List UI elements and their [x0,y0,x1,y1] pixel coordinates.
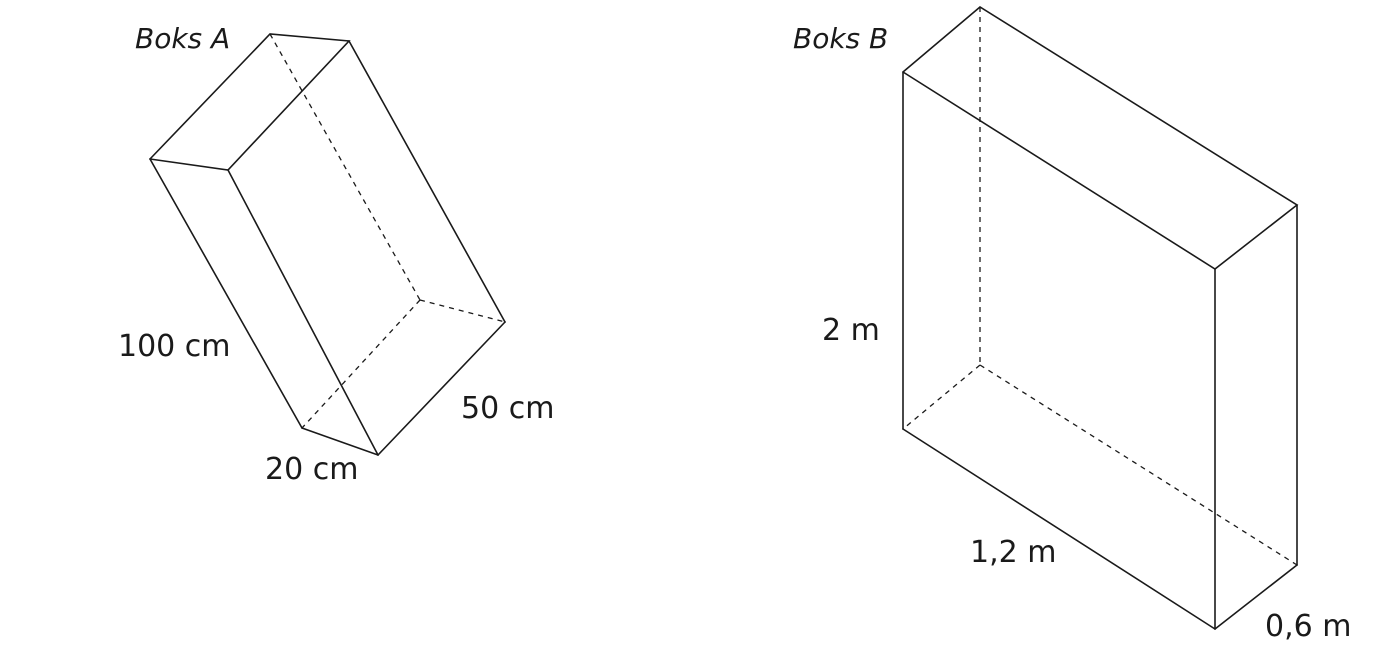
box-a: Boks A 100 cm 20 cm 50 cm [118,22,554,487]
box-a-hidden-bottom-edge [301,299,421,429]
box-a-width-label: 20 cm [265,452,358,487]
box-a-bottom-right-edge [377,321,506,456]
box-a-left-edge [149,158,303,429]
box-a-bottom-front-edge [301,427,379,456]
box-b-depth-label: 0,6 m [1265,609,1351,644]
box-a-hidden-back-edge [419,299,506,323]
box-b-bottom-right-edge [1214,564,1298,630]
box-a-height-label: 50 cm [461,391,554,426]
box-a-right-edge [348,40,506,323]
box-a-length-label: 100 cm [118,329,231,364]
box-b-title: Boks B [793,22,888,55]
box-b-hidden-back-edge [979,364,1298,566]
box-a-hidden-vertical-edge [269,33,421,301]
box-b: Boks B 2 m 1,2 m 0,6 m [793,6,1351,644]
box-b-top-face [902,6,1299,270]
box-a-front-edge [227,169,379,456]
box-b-bottom-front-edge [902,428,1216,630]
box-b-length-label: 1,2 m [970,535,1056,570]
box-a-title: Boks A [135,22,230,55]
box-b-height-label: 2 m [822,313,880,348]
box-b-hidden-left-edge [902,364,981,430]
